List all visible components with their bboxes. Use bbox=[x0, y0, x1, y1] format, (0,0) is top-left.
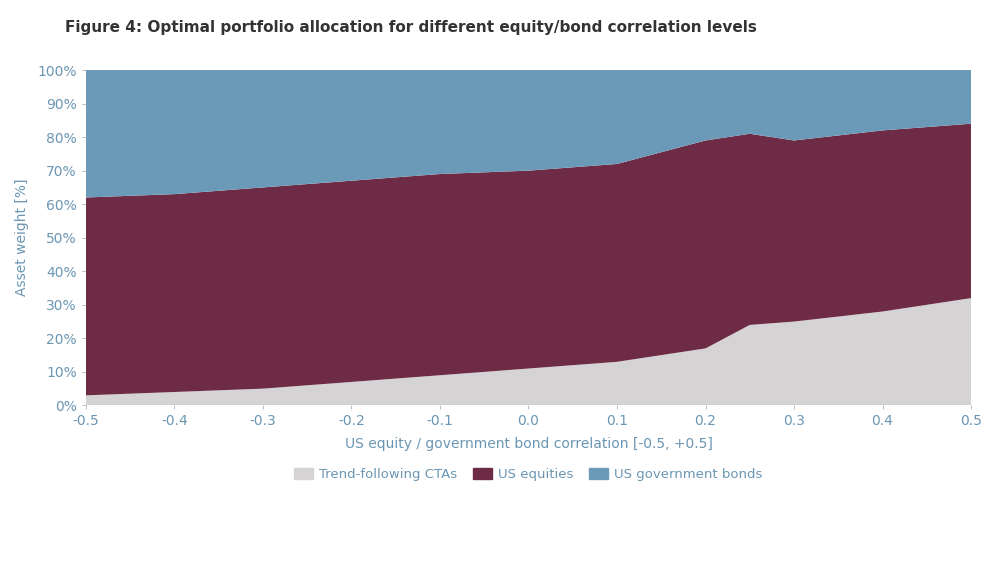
Text: Figure 4: Optimal portfolio allocation for different equity/bond correlation lev: Figure 4: Optimal portfolio allocation f… bbox=[65, 20, 757, 36]
Legend: Trend-following CTAs, US equities, US government bonds: Trend-following CTAs, US equities, US go… bbox=[289, 462, 768, 486]
X-axis label: US equity / government bond correlation [-0.5, +0.5]: US equity / government bond correlation … bbox=[345, 437, 713, 451]
Y-axis label: Asset weight [%]: Asset weight [%] bbox=[15, 179, 29, 297]
